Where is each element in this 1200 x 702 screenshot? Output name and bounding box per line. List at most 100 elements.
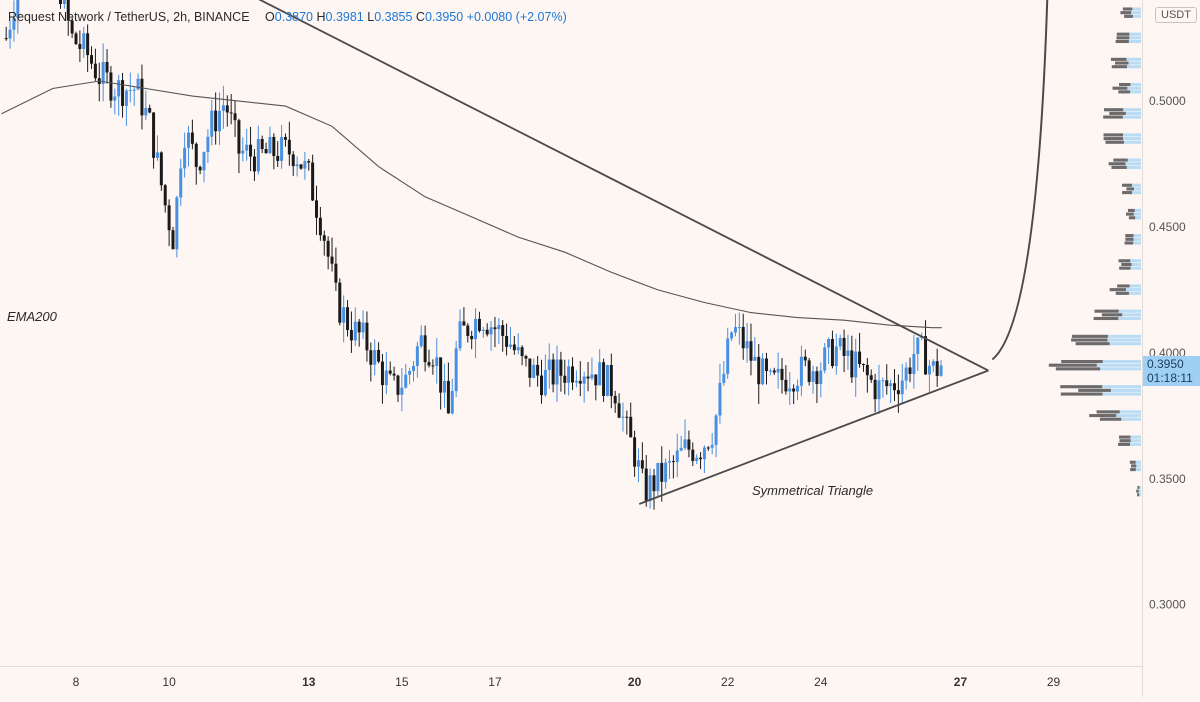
x-tick-label: 29 [1047, 675, 1061, 689]
volume-profile-bar [1108, 162, 1126, 166]
candle-body [415, 346, 419, 366]
candle-body [621, 416, 625, 418]
candle-body [590, 374, 594, 379]
candle-body [291, 154, 295, 167]
candle-body [761, 358, 765, 385]
candle-body [186, 132, 190, 148]
volume-profile-bar [1078, 388, 1111, 392]
symbol-title[interactable]: Request Network / TetherUS, 2h, BINANCE [8, 10, 250, 24]
candle-body [834, 346, 838, 367]
candle-body [823, 347, 827, 371]
candle-body [179, 168, 183, 198]
candle-body [695, 457, 699, 461]
candle-body [392, 373, 396, 376]
candle-body [939, 365, 943, 376]
high-value: 0.3981 [325, 10, 364, 24]
volume-profile-bar [1126, 187, 1135, 191]
candle-body [602, 362, 606, 396]
candle-body [679, 447, 683, 451]
candle-body [524, 356, 528, 359]
candle-body [101, 62, 105, 85]
volume-profile-bar [1112, 86, 1128, 90]
volume-profile-bar [1060, 392, 1103, 396]
volume-profile-bar [1111, 65, 1127, 69]
candle-body [792, 388, 796, 392]
candle-body [757, 356, 761, 385]
volume-profile-bar [1115, 39, 1129, 44]
candle-body [330, 256, 334, 264]
y-tick-label: 0.3500 [1149, 472, 1186, 486]
candle-body [16, 0, 20, 19]
candle-body [629, 416, 633, 438]
candle-body [660, 462, 664, 482]
candle-body [563, 375, 567, 383]
volume-profile-bar [1099, 417, 1122, 421]
volume-profile-bar [1115, 291, 1129, 295]
candle-body [136, 78, 140, 90]
candle-body [706, 447, 710, 449]
candle-body [877, 380, 881, 400]
candle-body [194, 143, 198, 167]
candle-body [869, 375, 873, 380]
candle-body [431, 365, 435, 367]
candle-body [113, 96, 117, 101]
volume-profile-bar [1125, 237, 1134, 241]
candle-body [807, 360, 811, 382]
candle-body [931, 361, 935, 366]
candle-body [652, 475, 656, 492]
candle-body [443, 380, 447, 393]
volume-profile-bar [1055, 367, 1101, 371]
candle-body [815, 371, 819, 385]
volume-profile-bar [1118, 259, 1131, 263]
candle-body [559, 359, 563, 376]
ohlc-values: O0.3870 H0.3981 L0.3855 C0.3950 +0.0080 … [265, 10, 567, 24]
candle-body [582, 376, 586, 384]
currency-badge[interactable]: USDT [1155, 7, 1197, 23]
candle-body [167, 205, 171, 231]
candle-body [388, 370, 392, 374]
volume-profile-bar [1103, 137, 1124, 141]
x-tick-label: 24 [814, 675, 828, 689]
volume-profile-bar [1071, 334, 1108, 338]
candle-body [241, 150, 245, 154]
candle-body [439, 357, 443, 393]
candle-body [636, 460, 640, 467]
candle-body [555, 359, 559, 385]
candle-body [206, 136, 210, 153]
candle-body [850, 350, 854, 378]
candle-body [648, 475, 652, 501]
candle-body [485, 329, 489, 335]
candle-body [210, 110, 214, 137]
volume-profile-bar [1075, 342, 1110, 346]
volume-profile-bar [1061, 359, 1103, 364]
candle-body [78, 44, 82, 49]
time-axis[interactable]: 8 10 13 15 17 20 22 24 27 29 [73, 675, 1061, 689]
candle-body [245, 144, 249, 151]
candle-body [62, 0, 66, 5]
candle-body [396, 375, 400, 395]
candle-body [369, 350, 373, 365]
candle-body [450, 391, 454, 414]
candle-body [803, 356, 807, 361]
candle-body [536, 364, 540, 376]
candle-body [799, 356, 803, 386]
candle-body [916, 337, 920, 354]
volume-profile-bar [1125, 212, 1134, 216]
price-axis[interactable]: 0.5000 0.4500 0.4000 0.3500 0.3000 [1149, 94, 1186, 612]
candle-body [93, 63, 97, 79]
candle-body [547, 359, 551, 370]
candle-body [477, 318, 481, 332]
candle-body [753, 356, 757, 361]
ema-label: EMA200 [7, 309, 58, 324]
x-tick-label: 27 [954, 675, 968, 689]
volume-profile-bar [1122, 7, 1133, 11]
candle-body [896, 390, 900, 395]
candle-body [613, 395, 617, 404]
candle-body [272, 136, 276, 157]
candle-body [889, 383, 893, 387]
volume-profile-bar [1113, 158, 1128, 162]
candle-body [571, 366, 575, 383]
volume-profile [1048, 7, 1141, 497]
